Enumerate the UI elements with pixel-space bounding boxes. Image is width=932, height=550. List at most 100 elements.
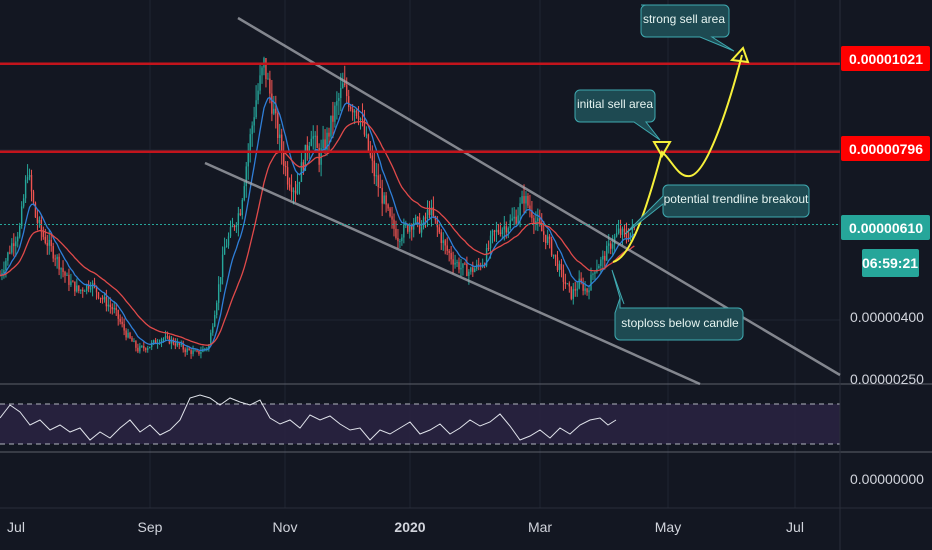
candle-body: [428, 209, 431, 215]
candle-body: [454, 262, 456, 265]
candle-body: [231, 225, 234, 228]
annotation-initial-sell[interactable]: initial sell area: [574, 89, 661, 141]
candle-body: [373, 160, 375, 177]
candle-body: [206, 348, 208, 350]
candle-body: [399, 241, 401, 243]
candle-body: [239, 213, 242, 216]
candle-body: [566, 283, 569, 285]
candle-body: [292, 190, 295, 192]
candle-body: [28, 174, 31, 178]
candle-body: [387, 204, 389, 209]
candle-body: [440, 232, 442, 244]
candle-body: [550, 238, 553, 256]
candle-body: [190, 350, 192, 354]
candle-body: [351, 108, 354, 113]
candle-body: [322, 139, 324, 149]
annotation-trendline-breakout[interactable]: potential trendline breakout: [624, 184, 810, 235]
candle-body: [11, 243, 13, 253]
candle-body: [294, 190, 297, 194]
candle-body: [548, 236, 551, 239]
candle-body: [214, 315, 216, 327]
candle-body: [20, 206, 23, 226]
candle-body: [330, 115, 332, 137]
candle-body: [452, 259, 454, 265]
candle-body: [233, 225, 236, 228]
candle-body: [527, 195, 529, 206]
candle-body: [9, 252, 11, 254]
price-tag-strong-sell-text: 0.00001021: [849, 51, 923, 67]
candle-body: [448, 250, 450, 253]
candle-body: [458, 262, 460, 270]
candle-body: [279, 134, 281, 138]
candle-body: [525, 195, 527, 204]
candle-body: [145, 348, 147, 350]
annotation-stoploss[interactable]: stoploss below candle: [611, 269, 744, 341]
candle-body: [541, 224, 543, 232]
price-tag-initial-sell-text: 0.00000796: [849, 141, 923, 157]
candle-body: [414, 217, 417, 223]
candle-body: [143, 346, 145, 349]
candle-body: [89, 288, 92, 290]
candle-body: [383, 195, 385, 204]
candle-body: [403, 224, 405, 238]
candle-body: [97, 292, 100, 298]
candle-body: [194, 350, 196, 352]
candle-body: [347, 96, 350, 108]
candle-body: [56, 256, 58, 260]
candle-body: [570, 286, 572, 299]
candle-body: [198, 350, 200, 354]
candle-body: [326, 132, 328, 150]
candle-body: [84, 290, 86, 292]
candle-body: [273, 108, 275, 114]
candle-body: [529, 205, 531, 210]
candle-body: [251, 125, 253, 135]
candle-body: [36, 217, 39, 223]
candle-body: [346, 85, 348, 97]
candle-body: [430, 207, 433, 215]
candle-body: [210, 332, 212, 346]
candle-body: [493, 230, 496, 232]
candle-body: [188, 348, 190, 351]
candle-body: [52, 246, 54, 259]
candle-body: [141, 346, 143, 348]
candle-body: [426, 209, 429, 219]
candle-body: [318, 148, 320, 165]
candle-body: [186, 348, 188, 353]
candle-body: [38, 219, 41, 223]
candle-body: [66, 274, 68, 276]
candle-body: [129, 332, 131, 338]
candle-body: [150, 342, 153, 347]
candle-body: [340, 87, 342, 99]
candle-body: [235, 225, 238, 228]
candle-body: [174, 343, 177, 346]
candle-body: [78, 285, 80, 292]
candle-body: [74, 281, 76, 292]
candle-body: [24, 179, 27, 199]
candle-body: [371, 155, 374, 161]
candle-body: [127, 332, 129, 338]
candle-body: [608, 243, 610, 246]
candle-body: [46, 243, 48, 246]
candle-body: [598, 266, 600, 269]
candle-body: [472, 267, 474, 272]
candle-body: [70, 281, 72, 285]
annotation-strong-sell[interactable]: strong sell area: [640, 4, 735, 52]
candle-body: [269, 78, 271, 94]
candle-body: [178, 342, 180, 346]
candle-body: [259, 75, 261, 91]
candle-body: [255, 100, 257, 118]
candle-body: [241, 199, 244, 216]
candle-body: [584, 288, 586, 291]
candle-body: [462, 263, 464, 268]
candle-body: [72, 281, 74, 283]
candle-body: [568, 283, 571, 287]
candle-body: [405, 224, 407, 226]
candle-body: [407, 224, 409, 232]
candle-body: [99, 297, 102, 299]
candle-body: [64, 271, 66, 276]
candle-body: [617, 228, 620, 234]
candle-body: [249, 134, 251, 151]
countdown-timer: 06:59:21: [862, 255, 918, 271]
candle-body: [115, 307, 117, 311]
